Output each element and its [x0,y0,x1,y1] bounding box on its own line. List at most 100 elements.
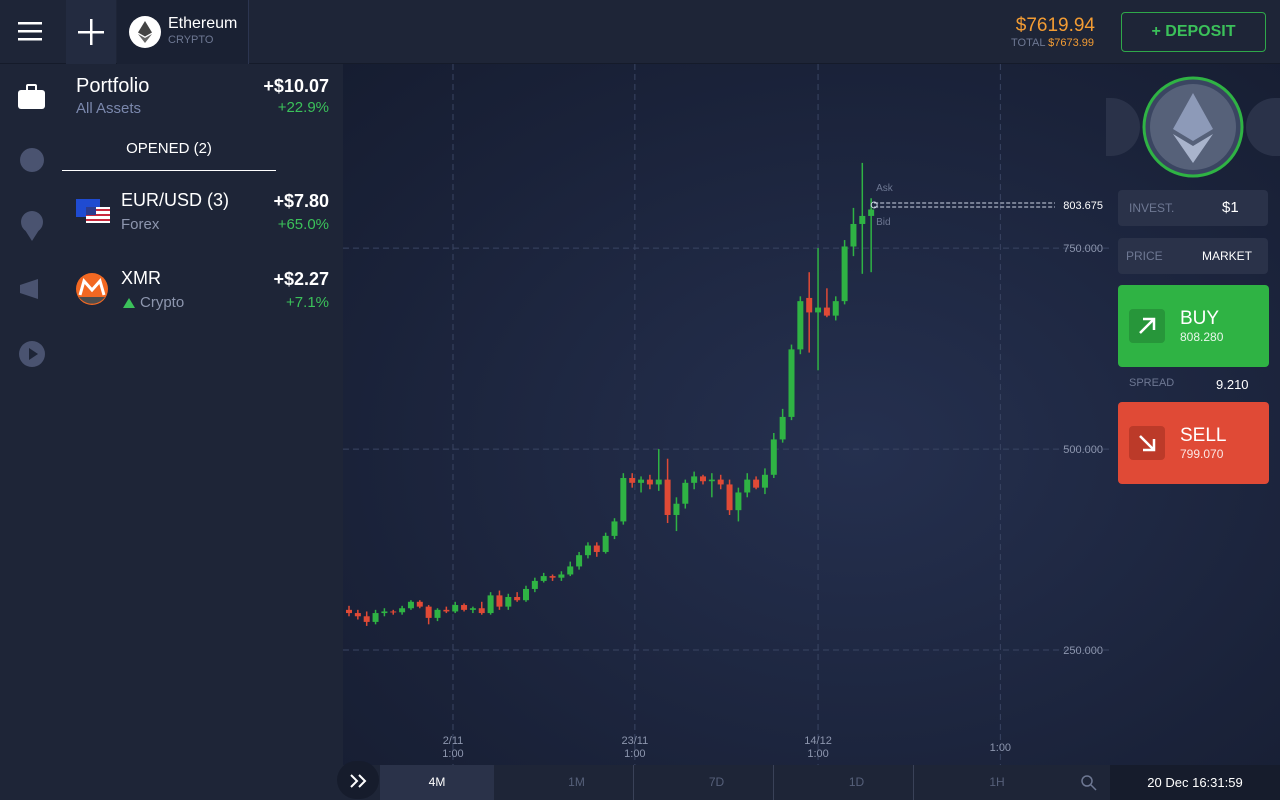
opened-tab[interactable]: OPENED (2) [62,134,276,171]
candle-body [576,555,583,567]
candle-body [717,479,724,485]
candle-body [461,605,468,610]
current-price-label: 803.675 [1063,200,1103,212]
sell-price: 799.070 [1180,447,1224,461]
position-name[interactable]: XMR [121,268,161,288]
candle-body [841,246,848,302]
menu-icon[interactable] [18,20,44,44]
price-field[interactable]: PRICE MARKET [1118,238,1268,274]
total-value: $7673.99 [1048,37,1094,49]
candle-body [399,608,406,613]
asset-selector[interactable] [1141,75,1245,179]
period-tab[interactable]: 1H [989,775,1005,789]
buy-button[interactable]: BUY 808.280 [1118,285,1269,367]
portfolio-icon[interactable] [17,82,47,112]
portfolio-title: Portfolio [76,75,150,97]
total: TOTAL $7673.99 [1011,37,1094,49]
candle-body [850,223,857,247]
zoom-icon[interactable] [1081,775,1097,791]
candle-body [638,479,645,483]
add-tab[interactable] [66,0,116,64]
filter[interactable]: All Assets [76,100,142,117]
datetime: 20 Dec 16:31:59 [1110,765,1280,800]
news-icon[interactable] [18,277,48,303]
candle-body [434,609,441,618]
top-bar: Ethereum CRYPTO $7619.94 TOTAL $7673.99 … [0,0,1280,64]
x-tick-label: 1:00 [990,742,1011,754]
expand-button[interactable] [337,761,379,799]
candle-body [593,545,600,552]
candle-body [496,595,503,607]
total-label: TOTAL [1011,37,1046,49]
period-tab[interactable]: 1D [800,765,914,800]
candle-body [797,301,804,350]
candle-body [682,482,689,504]
chart-icon[interactable] [19,147,47,175]
candle-body [372,613,379,622]
candle-body [620,478,627,522]
candle-body [487,595,494,614]
xmr-icon [76,273,108,305]
x-tick-label: 14/12 [804,735,832,747]
candle-body [823,307,830,316]
ask-label: Ask [876,183,894,194]
x-tick-label: 1:00 [442,748,463,760]
candle-chart: 250.000500.000750.0002/111:0023/111:0014… [343,64,1110,765]
candle-body [354,613,361,617]
candle-body [416,601,423,607]
x-tick-label: 1:00 [807,748,828,760]
y-tick-label: 250.000 [1063,645,1103,657]
candle-body [859,215,866,224]
buy-label: BUY [1180,308,1220,329]
candle-body [558,574,565,578]
position-name[interactable]: EUR/USD (3) [121,190,230,210]
sell-label: SELL [1180,425,1227,446]
invest-label: INVEST. [1129,201,1175,215]
candle-body [443,609,450,612]
asset-name: Ethereum [168,15,238,32]
candle-body [514,596,521,601]
candle-body [452,605,459,612]
bid-label: Bid [876,217,890,228]
candle-body [346,609,352,614]
candle-body [540,576,547,581]
price-label: PRICE [1126,249,1163,263]
price-mode: MARKET [1202,249,1253,263]
portfolio-profit: +$10.07 [263,76,329,96]
candle-body [602,535,609,552]
candle-body [505,596,512,607]
eurusd-flag [76,199,110,223]
period-tab[interactable]: 1M [520,765,634,800]
asset-type: CRYPTO [168,34,214,46]
sell-button[interactable]: SELL 799.070 [1118,402,1269,484]
award-icon[interactable] [19,210,47,242]
video-icon[interactable] [19,341,47,369]
portfolio-profit-pct: +22.9% [277,99,329,116]
invest-field[interactable]: INVEST. $1 [1118,190,1268,226]
candle-body [390,611,397,613]
candle-body [655,479,662,485]
candle-body [549,576,556,578]
candle-body [469,608,476,610]
position-category: Crypto [140,294,185,311]
deposit-button[interactable]: + DEPOSIT [1121,12,1266,52]
invest-value: $1 [1222,199,1239,216]
price-dot [870,201,878,209]
candle-body [567,566,574,575]
candle-body [629,478,636,483]
candle-body [770,439,777,475]
period-tab[interactable]: 7D [660,765,774,800]
candle-body [726,484,733,511]
x-tick-label: 23/11 [621,735,648,747]
balance[interactable]: $7619.94 [1015,15,1095,36]
period-tab[interactable]: 4M [380,765,494,800]
candle-body [531,580,538,589]
candle-body [673,503,680,515]
candle-body [611,521,618,536]
x-tick-label: 2/11 [443,735,464,747]
buy-price: 808.280 [1180,330,1224,344]
asset-tab[interactable]: Ethereum CRYPTO [117,0,249,64]
candle-body [425,606,432,618]
spread-label: SPREAD [1129,377,1175,389]
